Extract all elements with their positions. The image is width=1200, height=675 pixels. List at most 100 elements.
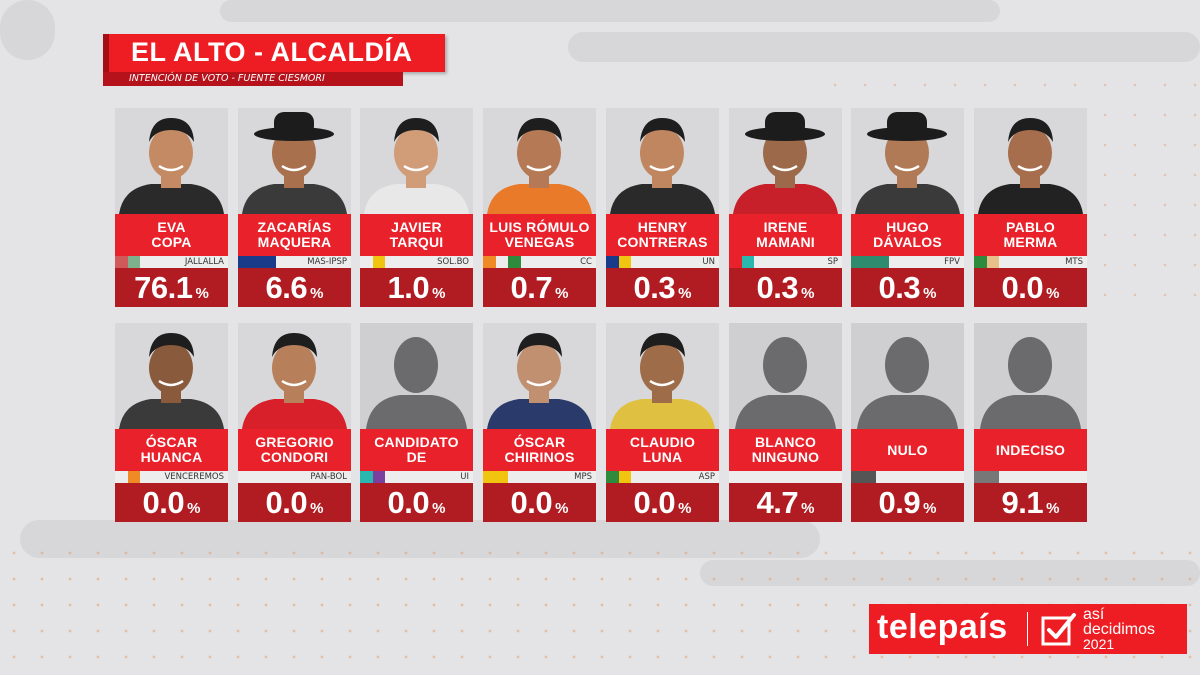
candidate-name-line2: COPA: [151, 234, 192, 250]
candidate-portrait-icon: [115, 323, 228, 429]
candidate-card: GREGORIO CONDORI PAN-BOL 0.0%: [238, 323, 351, 522]
candidate-name-line2: CONDORI: [260, 449, 329, 465]
candidate-photo: [851, 108, 964, 214]
vote-percentage-box: 76.1%: [115, 268, 228, 307]
candidate-name-line2: CONTRERAS: [617, 234, 708, 250]
candidate-photo: [238, 323, 351, 429]
vote-percentage-box: 0.0%: [238, 483, 351, 522]
flag-stripe: [238, 256, 251, 268]
candidate-card: NULO 0.9%: [851, 323, 964, 522]
background-streak: [568, 32, 1200, 62]
candidate-name-line2: CHIRINOS: [504, 449, 575, 465]
flag-stripe: [729, 256, 742, 268]
flag-stripe: [115, 471, 128, 483]
party-label: ASP: [698, 472, 715, 482]
candidate-portrait-icon: [115, 108, 228, 214]
flag-stripe: [986, 256, 1000, 268]
percent-sign: %: [678, 285, 692, 302]
candidate-portrait-icon: [851, 108, 964, 214]
candidate-portrait-icon: [238, 323, 351, 429]
person-silhouette-icon: [360, 323, 473, 429]
flag-stripe: [974, 256, 987, 268]
candidate-name-box: NULO: [851, 429, 964, 471]
vote-percentage-box: 0.0%: [606, 483, 719, 522]
party-flag-icon: [483, 471, 522, 483]
flag-stripe: [754, 256, 768, 268]
brand-logo-text: telepaís: [877, 608, 1008, 646]
percent-sign: %: [187, 500, 201, 517]
candidate-name-line1: BLANCO: [754, 434, 817, 450]
candidate-name-line1: CANDIDATO: [374, 434, 459, 450]
party-label: UI: [460, 472, 469, 482]
candidate-name-box: CLAUDIO LUNA: [606, 429, 719, 471]
flag-stripe: [741, 256, 755, 268]
flag-stripe: [618, 256, 632, 268]
flag-stripe: [606, 471, 619, 483]
flag-stripe: [263, 256, 277, 268]
candidate-portrait-icon: [974, 108, 1087, 214]
party-row: CC: [483, 256, 596, 268]
party-flag-icon: [974, 256, 1013, 268]
candidate-name-line1: JAVIER: [391, 219, 442, 235]
flag-stripe: [127, 256, 141, 268]
party-label: UN: [702, 257, 715, 267]
percent-sign: %: [432, 285, 446, 302]
party-row: [851, 471, 964, 483]
candidate-name-line1: EVA: [157, 219, 186, 235]
vote-percentage-value: 0.3: [633, 270, 676, 305]
candidate-photo: [115, 323, 228, 429]
flag-stripe: [263, 471, 277, 483]
candidate-photo: [483, 108, 596, 214]
party-flag-icon: [729, 256, 768, 268]
candidate-name-box: ÓSCAR HUANCA: [115, 429, 228, 471]
candidate-card: BLANCO NINGUNO 4.7%: [729, 323, 842, 522]
candidate-photo: [851, 323, 964, 429]
percent-sign: %: [555, 500, 569, 517]
title-accent: [103, 34, 109, 72]
candidate-name-box: ÓSCAR CHIRINOS: [483, 429, 596, 471]
title-bar: EL ALTO - ALCALDÍA: [103, 34, 445, 72]
candidate-photo: [606, 108, 719, 214]
candidate-name-line1: HENRY: [637, 219, 688, 235]
percent-sign: %: [678, 500, 692, 517]
candidate-name-line1: ZACARÍAS: [257, 219, 332, 235]
candidate-name-line2: LUNA: [642, 449, 683, 465]
vote-percentage-box: 0.3%: [851, 268, 964, 307]
vote-percentage-value: 0.9: [878, 485, 921, 520]
party-row: SP: [729, 256, 842, 268]
party-row: MPS: [483, 471, 596, 483]
percent-sign: %: [555, 285, 569, 302]
candidate-card: PABLO MERMA MTS 0.0%: [974, 108, 1087, 307]
candidate-card: JAVIER TARQUI SOL.BO 1.0%: [360, 108, 473, 307]
brand-slogan: así decidimos 2021: [1083, 607, 1155, 652]
vote-percentage-value: 0.3: [878, 270, 921, 305]
party-row: MAS-IPSP: [238, 256, 351, 268]
candidate-name-box: PABLO MERMA: [974, 214, 1087, 256]
candidate-name-line1: IRENE: [763, 219, 808, 235]
candidate-name-line1: PABLO: [1006, 219, 1055, 235]
candidate-name-line2: TARQUI: [389, 234, 444, 250]
flag-stripe: [741, 471, 755, 483]
candidate-name-box: HENRY CONTRERAS: [606, 214, 719, 256]
candidate-card: HUGO DÁVALOS FPV 0.3%: [851, 108, 964, 307]
background-streak: [0, 0, 55, 60]
candidate-photo: [238, 108, 351, 214]
flag-stripe: [495, 471, 509, 483]
party-label: MAS-IPSP: [307, 257, 347, 267]
candidate-name-box: EVA COPA: [115, 214, 228, 256]
flag-stripe: [372, 471, 386, 483]
party-row: JALLALLA: [115, 256, 228, 268]
subtitle-bar: INTENCIÓN DE VOTO - FUENTE CIESMORI: [103, 72, 403, 86]
flag-stripe: [508, 471, 522, 483]
vote-percentage-value: 0.0: [265, 485, 308, 520]
percent-sign: %: [801, 285, 815, 302]
candidate-photo: [360, 108, 473, 214]
candidate-photo: [360, 323, 473, 429]
candidate-portrait-icon: [606, 323, 719, 429]
party-flag-icon: [606, 471, 645, 483]
candidate-card: CANDIDATO DE UI 0.0%: [360, 323, 473, 522]
candidate-portrait-icon: [606, 108, 719, 214]
candidate-photo: [974, 323, 1087, 429]
flag-stripe: [250, 471, 264, 483]
flag-stripe: [372, 256, 386, 268]
